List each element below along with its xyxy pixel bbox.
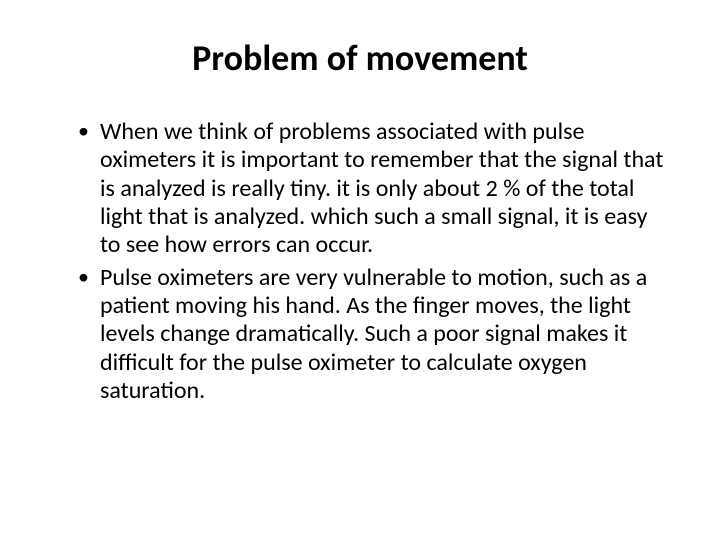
bullet-item: Pulse oximeters are very vulnerable to m… bbox=[78, 264, 670, 406]
slide-container: Problem of movement When we think of pro… bbox=[0, 0, 720, 540]
bullet-list: When we think of problems associated wit… bbox=[50, 118, 670, 405]
bullet-item: When we think of problems associated wit… bbox=[78, 118, 670, 260]
slide-title: Problem of movement bbox=[50, 36, 670, 80]
